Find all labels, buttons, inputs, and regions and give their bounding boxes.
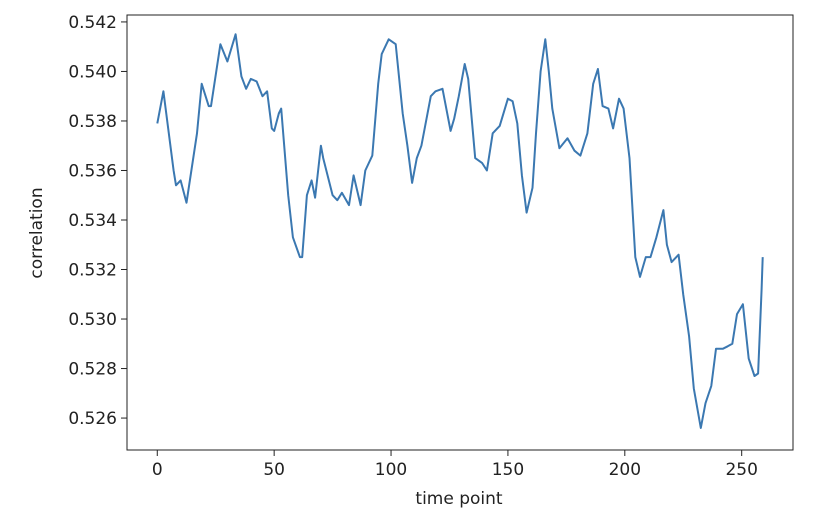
y-tick-label: 0.530 [68, 310, 117, 330]
y-tick-label: 0.542 [68, 13, 117, 33]
y-axis-label: correlation [27, 187, 47, 278]
y-tick-label: 0.540 [68, 62, 117, 82]
x-tick-label: 100 [375, 460, 407, 480]
x-axis-label: time point [415, 489, 503, 509]
x-tick-label: 200 [609, 460, 641, 480]
x-tick-label: 150 [492, 460, 524, 480]
y-tick-label: 0.534 [68, 211, 117, 231]
y-tick-label: 0.528 [68, 360, 117, 380]
y-tick-label: 0.536 [68, 161, 117, 181]
y-tick-label: 0.538 [68, 112, 117, 132]
y-tick-label: 0.526 [68, 409, 117, 429]
plot-frame [126, 14, 794, 451]
x-tick-label: 50 [263, 460, 285, 480]
data-line [156, 33, 764, 429]
y-tick-label: 0.532 [68, 261, 117, 281]
x-tick-label: 250 [725, 460, 757, 480]
x-tick-label: 0 [152, 460, 163, 480]
